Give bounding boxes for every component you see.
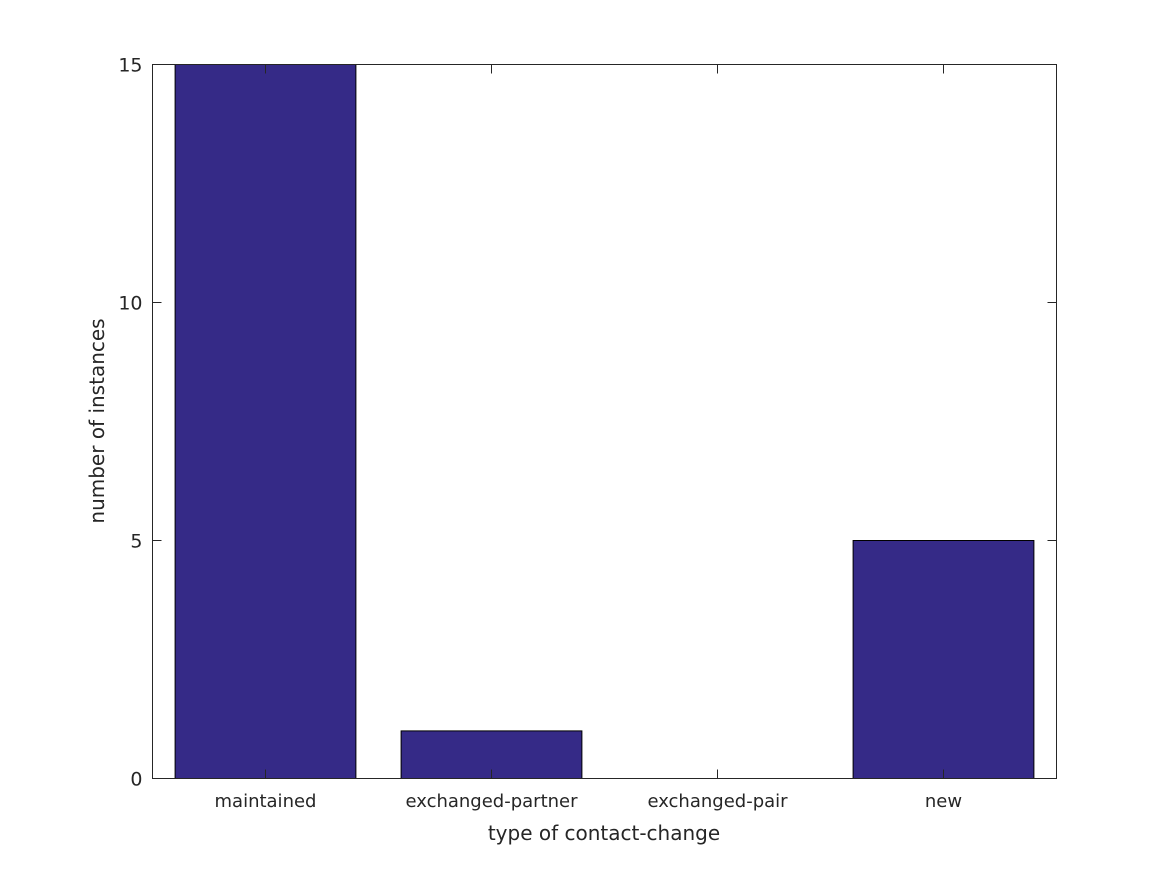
- y-tick-label: 0: [130, 769, 142, 791]
- x-tick-label: exchanged-partner: [405, 791, 578, 812]
- x-tick-label: new: [925, 791, 962, 812]
- bar-maintained: [174, 64, 357, 779]
- y-axis-label: number of instances: [85, 318, 109, 523]
- y-tick-label: 10: [118, 293, 142, 315]
- x-axis-label: type of contact-change: [488, 821, 720, 845]
- y-tick-label: 5: [130, 531, 142, 553]
- x-tick-label: exchanged-pair: [647, 791, 788, 812]
- y-tick-label: 15: [118, 55, 142, 77]
- plot-area-frame: [152, 64, 1057, 779]
- x-tick-label: maintained: [215, 791, 317, 812]
- bar-new: [852, 540, 1035, 779]
